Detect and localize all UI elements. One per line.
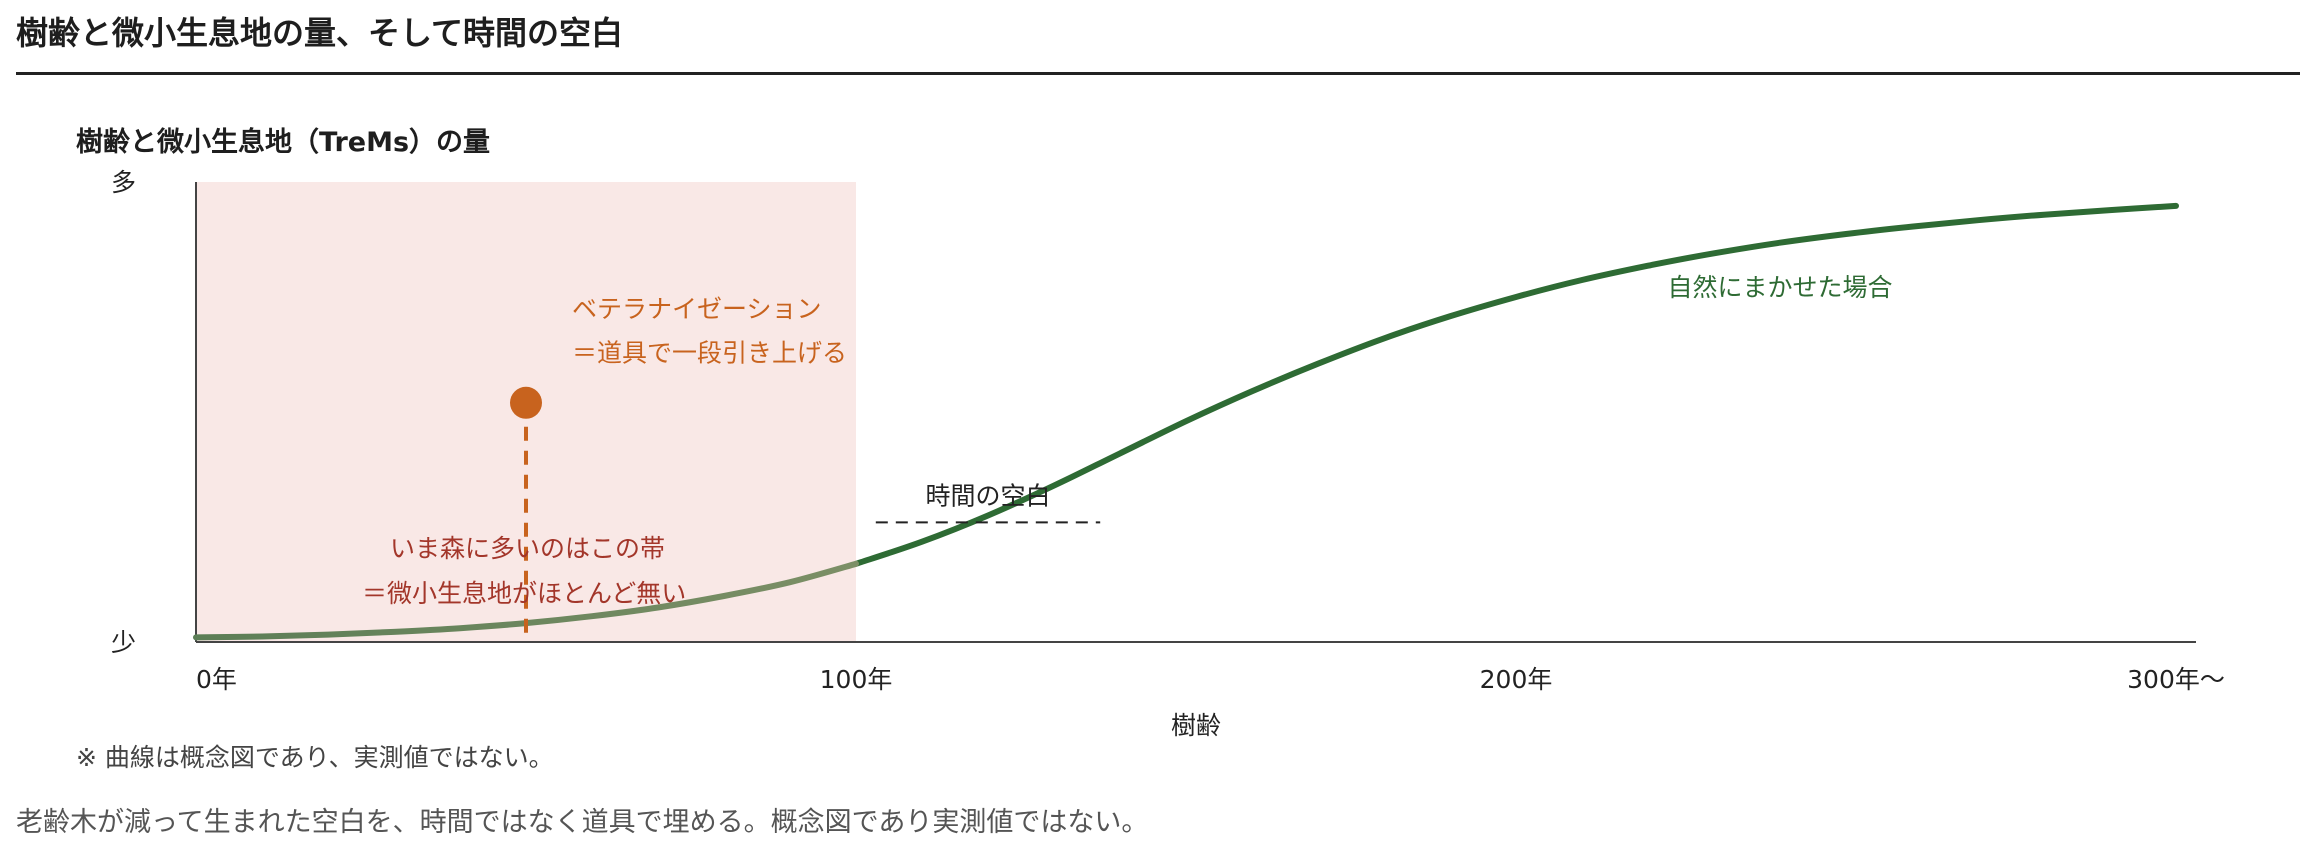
x-tick-label-0: 0年	[196, 665, 237, 694]
shaded-region-label-line-2: ＝微小生息地がほとんど無い	[362, 579, 686, 608]
y-tick-label-0: 多	[111, 168, 136, 197]
chart-title: 樹齢と微小生息地（TreMs）の量	[76, 126, 490, 158]
veteranization-label-line-1: ベテラナイゼーション	[572, 295, 822, 324]
x-tick-label-1: 100年	[820, 665, 893, 694]
caption: 老齢木が減って生まれた空白を、時間ではなく道具で埋める。概念図であり実測値ではな…	[16, 807, 1149, 838]
footnote: ※ 曲線は概念図であり、実測値ではない。	[76, 743, 554, 772]
series-line-natural	[853, 202, 2179, 567]
page-title: 樹齢と微小生息地の量、そして時間の空白	[16, 14, 624, 52]
veteranization-label-line-2: ＝道具で一段引き上げる	[572, 338, 847, 367]
time-gap-label: 時間の空白	[925, 481, 1050, 510]
x-tick-label-3: 300年〜	[2127, 665, 2225, 694]
title-divider	[16, 72, 2300, 75]
series-label-natural: 自然にまかせた場合	[1667, 273, 1892, 302]
x-axis-label: 樹齢	[1171, 711, 1221, 740]
y-tick-label-1: 少	[111, 628, 136, 657]
x-tick-label-2: 200年	[1480, 665, 1553, 694]
shaded-region-label-line-1: いま森に多いのはこの帯	[390, 534, 665, 563]
veteranization-point	[510, 386, 542, 419]
